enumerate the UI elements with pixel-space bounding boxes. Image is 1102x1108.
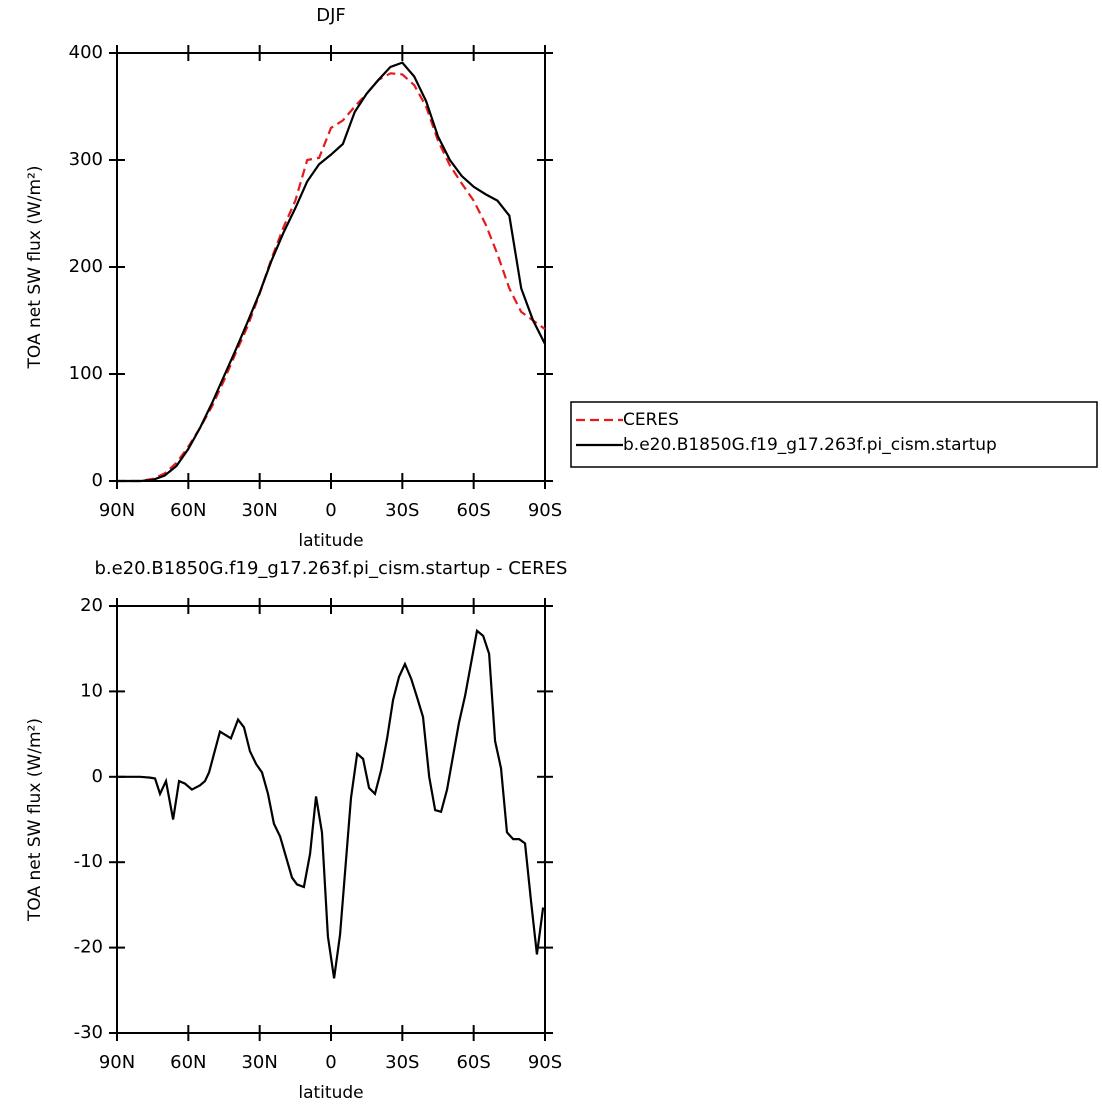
x-tick-label: 30N — [241, 1052, 277, 1073]
x-tick-label: 90S — [528, 500, 562, 521]
x-tick-label: 60S — [456, 500, 490, 521]
data-line — [117, 628, 545, 979]
x-axis-label: latitude — [298, 1083, 363, 1103]
x-tick-label: 30N — [241, 500, 277, 521]
x-tick-label: 60N — [170, 500, 206, 521]
x-tick-label: 0 — [325, 500, 336, 521]
x-tick-label: 30S — [385, 1052, 419, 1073]
x-tick-label: 0 — [325, 1052, 336, 1073]
x-tick-label: 30S — [385, 500, 419, 521]
plot-frame — [116, 52, 546, 482]
plot-frame — [116, 605, 546, 1034]
y-tick-label: 10 — [80, 680, 103, 701]
x-axis-label: latitude — [298, 531, 363, 551]
x-tick-label: 90N — [99, 1052, 135, 1073]
x-tick-label: 60N — [170, 1052, 206, 1073]
x-tick-label: 90S — [528, 1052, 562, 1073]
legend-label: CERES — [623, 410, 679, 430]
y-tick-label: -10 — [74, 851, 103, 872]
chart-title: DJF — [316, 5, 346, 26]
chart-title: b.e20.B1850G.f19_g17.263f.pi_cism.startu… — [95, 558, 568, 579]
y-tick-label: 0 — [92, 766, 103, 787]
y-axis-label: TOA net SW flux (W/m²) — [25, 718, 45, 922]
data-line — [117, 61, 546, 483]
y-tick-label: 0 — [92, 470, 103, 491]
x-tick-label: 60S — [456, 1052, 490, 1073]
y-tick-label: 400 — [69, 42, 103, 63]
data-line — [117, 72, 546, 483]
y-tick-label: -30 — [74, 1022, 103, 1043]
y-tick-label: 20 — [80, 595, 103, 616]
legend-box — [570, 401, 1098, 468]
y-tick-label: 300 — [69, 149, 103, 170]
y-tick-label: 200 — [69, 256, 103, 277]
x-tick-label: 90N — [99, 500, 135, 521]
y-axis-label: TOA net SW flux (W/m²) — [25, 166, 45, 370]
legend-label: b.e20.B1850G.f19_g17.263f.pi_cism.startu… — [623, 435, 997, 455]
y-tick-label: -20 — [74, 937, 103, 958]
y-tick-label: 100 — [69, 363, 103, 384]
